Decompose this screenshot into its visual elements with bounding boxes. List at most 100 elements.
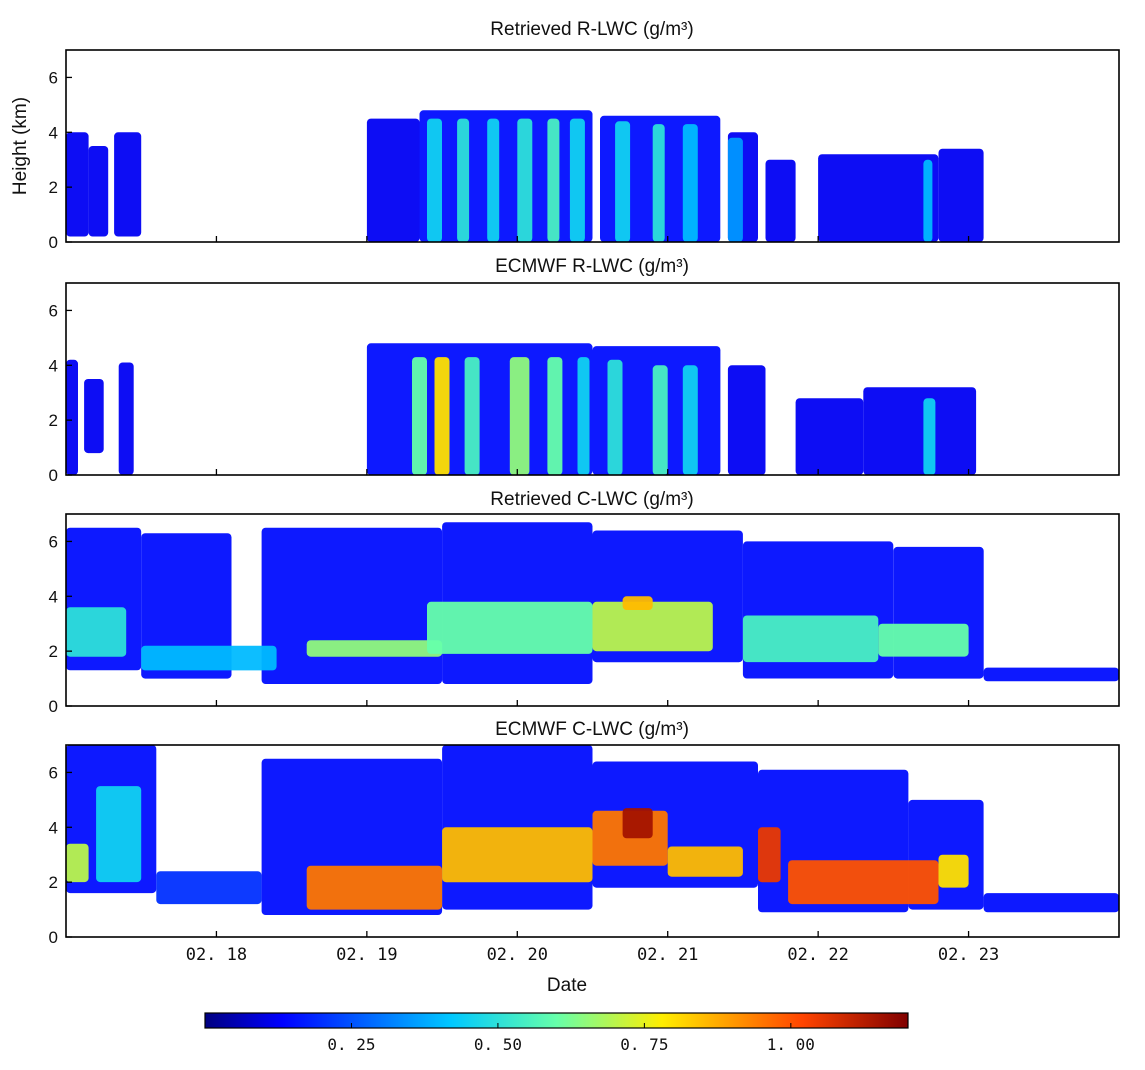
plot-frame-ecmwf-c-lwc: [65, 744, 1120, 938]
heatmap-cell: [66, 359, 78, 475]
colorbar-tick-label: 0. 75: [620, 1035, 668, 1054]
heatmap-cell: [607, 359, 623, 475]
heatmap-cell: [577, 357, 590, 475]
heatmap-cell: [427, 118, 442, 242]
heatmap-cell: [758, 827, 781, 883]
y-tick-label: 6: [49, 301, 58, 320]
plot-frame-retrieved-c-lwc: [65, 513, 1120, 707]
heatmap-cells-retrieved-c-lwc: [66, 522, 1119, 684]
colorbar: 0. 25 0. 50 0. 75 1. 00: [204, 1012, 909, 1054]
panel-retrieved-c-lwc: Retrieved C-LWC (g/m³) 0 2 4 6: [49, 489, 1120, 716]
x-ticks-retrieved-c-lwc: [215, 700, 970, 706]
heatmap-cell: [765, 159, 796, 242]
y-tick-label: 6: [49, 68, 58, 87]
heatmap-cell: [114, 132, 142, 237]
heatmap-cell: [442, 827, 593, 883]
heatmap-cell: [592, 601, 713, 652]
x-tick-label: 02. 19: [336, 945, 397, 965]
heatmap-cell: [141, 533, 232, 679]
x-tick-label: 02. 20: [487, 945, 548, 965]
heatmap-cell: [727, 365, 766, 475]
heatmap-cell: [261, 527, 443, 684]
heatmap-cell: [156, 871, 262, 905]
heatmap-cell: [517, 118, 533, 242]
x-tick-labels: 02. 18 02. 19 02. 20 02. 21 02. 22 02. 23: [186, 945, 1000, 965]
heatmap-cell: [306, 640, 443, 657]
heatmap-cell: [667, 846, 743, 877]
heatmap-cell: [923, 159, 933, 242]
panel-retrieved-r-lwc: Retrieved R-LWC (g/m³) 0 2 4 6: [49, 19, 1120, 252]
y-tick-label: 4: [49, 356, 58, 375]
colorbar-ticks: 0. 25 0. 50 0. 75 1. 00: [327, 1023, 815, 1054]
panel-ecmwf-c-lwc: ECMWF C-LWC (g/m³) 0 2 4 6: [49, 719, 1120, 947]
panel-title-retrieved-r-lwc: Retrieved R-LWC (g/m³): [490, 19, 693, 40]
heatmap-cell: [893, 546, 984, 679]
y-ticks-retrieved-r-lwc: 0 2 4 6: [49, 68, 72, 252]
panel-title-retrieved-c-lwc: Retrieved C-LWC (g/m³): [490, 489, 693, 510]
y-tick-label: 4: [49, 587, 58, 606]
x-tick-label: 02. 21: [637, 945, 698, 965]
y-tick-label: 0: [49, 697, 58, 716]
heatmap-cells-ecmwf-r-lwc: [66, 343, 977, 475]
y-tick-label: 2: [49, 642, 58, 661]
y-axis-label: Height (km): [10, 97, 31, 195]
x-tick-label: 02. 18: [186, 945, 247, 965]
heatmap-cell: [464, 357, 480, 475]
heatmap-cell: [652, 365, 668, 475]
heatmap-cell: [878, 623, 969, 657]
heatmap-cell: [88, 146, 109, 237]
heatmap-cell: [509, 357, 530, 475]
heatmap-cell: [818, 154, 939, 242]
heatmap-cell: [366, 118, 420, 242]
x-ticks-retrieved-r-lwc: [215, 236, 970, 242]
y-tick-label: 2: [49, 411, 58, 430]
x-tick-label: 02. 23: [938, 945, 999, 965]
heatmap-cell: [66, 607, 127, 657]
heatmap-cell: [795, 398, 864, 475]
heatmap-cell: [923, 398, 936, 475]
heatmap-cell: [547, 118, 560, 242]
colorbar-tick-label: 1. 00: [767, 1035, 815, 1054]
heatmap-cell: [652, 124, 665, 242]
heatmap-cell: [622, 596, 653, 610]
y-tick-label: 0: [49, 233, 58, 252]
y-tick-label: 2: [49, 873, 58, 892]
y-tick-label: 4: [49, 818, 58, 837]
heatmap-cell: [569, 118, 585, 242]
panel-title-ecmwf-r-lwc: ECMWF R-LWC (g/m³): [495, 256, 689, 277]
heatmap-cell: [419, 110, 593, 242]
panel-title-ecmwf-c-lwc: ECMWF C-LWC (g/m³): [495, 719, 689, 740]
heatmap-cell: [457, 118, 470, 242]
heatmap-cell: [306, 865, 443, 910]
heatmap-cell: [788, 860, 939, 905]
heatmap-cell: [547, 357, 563, 475]
y-ticks-ecmwf-r-lwc: 0 2 4 6: [49, 301, 72, 485]
heatmap-cell: [66, 843, 89, 883]
heatmap-cell: [983, 667, 1119, 682]
heatmap-cell: [938, 148, 984, 242]
colorbar-tick-label: 0. 25: [327, 1035, 375, 1054]
heatmap-cell: [141, 645, 277, 671]
y-ticks-ecmwf-c-lwc: 0 2 4 6: [49, 763, 72, 947]
y-tick-label: 6: [49, 532, 58, 551]
y-tick-label: 4: [49, 123, 58, 142]
heatmap-cell: [727, 137, 743, 242]
colorbar-gradient: [204, 1012, 909, 1029]
y-tick-label: 2: [49, 178, 58, 197]
heatmap-cell: [682, 124, 698, 242]
heatmap-cell: [412, 357, 427, 475]
heatmap-cell: [622, 808, 653, 839]
heatmap-cells-retrieved-r-lwc: [66, 110, 984, 242]
y-tick-label: 0: [49, 928, 58, 947]
colorbar-tick-label: 0. 50: [474, 1035, 522, 1054]
heatmap-cells-ecmwf-c-lwc: [66, 745, 1119, 915]
heatmap-cell: [434, 357, 450, 475]
x-ticks-ecmwf-c-lwc: [215, 931, 970, 937]
heatmap-cell: [487, 118, 500, 242]
x-axis-label: Date: [547, 975, 587, 996]
heatmap-cell: [96, 786, 142, 883]
plot-frame-retrieved-r-lwc: [65, 49, 1120, 243]
heatmap-cell: [983, 893, 1119, 913]
heatmap-cell: [682, 365, 698, 475]
